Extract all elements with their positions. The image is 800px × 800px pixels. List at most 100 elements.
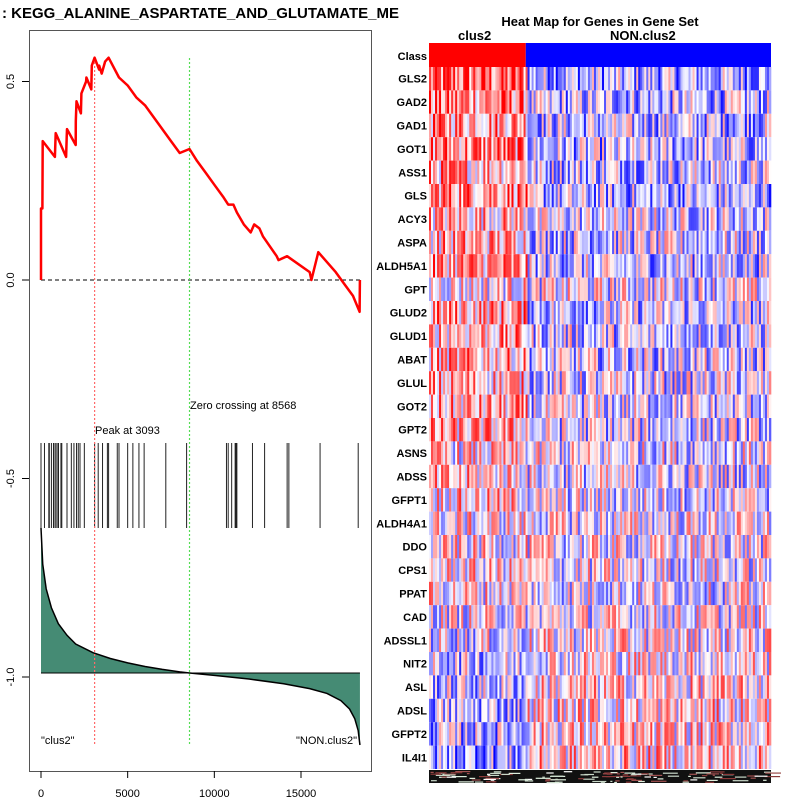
heatmap-cell bbox=[704, 675, 707, 699]
heatmap-cell bbox=[433, 558, 436, 582]
heatmap-cell bbox=[726, 581, 730, 606]
heatmap-cell bbox=[439, 371, 442, 395]
heatmap-cell bbox=[595, 324, 599, 348]
heatmap-cell bbox=[630, 254, 633, 278]
heatmap-cell bbox=[700, 628, 703, 652]
heatmap-cell bbox=[686, 254, 689, 278]
heatmap-cell bbox=[712, 441, 715, 465]
heatmap-cell bbox=[716, 558, 719, 582]
heatmap-cell bbox=[497, 371, 500, 395]
heatmap-cell bbox=[622, 535, 625, 559]
heatmap-cell bbox=[608, 137, 611, 161]
heatmap-cell bbox=[501, 301, 504, 325]
heatmap-cell bbox=[489, 441, 492, 465]
heatmap-cell bbox=[565, 558, 569, 582]
heatmap-cell bbox=[455, 137, 458, 161]
heatmap-cell bbox=[698, 698, 701, 723]
heatmap-cell bbox=[628, 347, 631, 372]
heatmap-cell bbox=[491, 301, 494, 325]
heatmap-cell bbox=[760, 113, 764, 138]
heatmap-cell bbox=[511, 581, 514, 606]
heatmap-cell bbox=[503, 605, 506, 629]
heatmap-cell bbox=[543, 301, 546, 325]
heatmap-cell bbox=[525, 324, 528, 348]
heatmap-cell bbox=[756, 441, 760, 465]
heatmap-cell bbox=[670, 675, 673, 699]
heatmap-cell bbox=[505, 137, 508, 161]
heatmap-cell bbox=[728, 67, 732, 91]
heatmap-cell bbox=[680, 207, 683, 231]
heatmap-cell bbox=[702, 301, 705, 325]
heatmap-cell bbox=[604, 394, 607, 418]
heatmap-cell bbox=[517, 371, 520, 395]
heatmap-cell bbox=[728, 535, 732, 559]
heatmap-cell bbox=[561, 628, 565, 652]
heatmap-cell bbox=[439, 230, 442, 255]
heatmap-cell bbox=[577, 535, 581, 559]
heatmap-cell bbox=[515, 137, 518, 161]
heatmap-cell bbox=[652, 605, 655, 629]
heatmap-cell bbox=[463, 581, 466, 606]
heatmap-cell bbox=[688, 137, 691, 161]
heatmap-cell bbox=[726, 464, 730, 489]
heatmap-cell bbox=[433, 605, 436, 629]
heatmap-row-label: ACY3 bbox=[398, 214, 427, 226]
heatmap-cell bbox=[688, 113, 691, 138]
heatmap-cell bbox=[483, 254, 486, 278]
heatmap-cell bbox=[533, 90, 536, 114]
heatmap-cell bbox=[678, 301, 681, 325]
heatmap-cell bbox=[541, 324, 544, 348]
heatmap-cell bbox=[678, 511, 681, 535]
heatmap-cell bbox=[455, 652, 458, 676]
heatmap-cell bbox=[475, 511, 478, 535]
heatmap-cell bbox=[694, 652, 697, 676]
heatmap-cell bbox=[680, 113, 683, 138]
heatmap-cell bbox=[563, 230, 567, 255]
heatmap-cell bbox=[471, 160, 474, 184]
heatmap-cell bbox=[672, 652, 675, 676]
heatmap-cell bbox=[754, 347, 758, 372]
heatmap-cell bbox=[704, 698, 707, 723]
heatmap-cell bbox=[636, 371, 639, 395]
heatmap-cell bbox=[521, 230, 524, 255]
heatmap-cell bbox=[569, 254, 573, 278]
heatmap-cell bbox=[465, 160, 468, 184]
heatmap-cell bbox=[595, 605, 599, 629]
heatmap-cell bbox=[636, 628, 639, 652]
heatmap-cell bbox=[750, 113, 754, 138]
heatmap-cell bbox=[676, 254, 679, 278]
heatmap-cell bbox=[565, 675, 569, 699]
heatmap-cell bbox=[630, 722, 633, 746]
heatmap-cell bbox=[509, 698, 512, 723]
heatmap-cell bbox=[505, 324, 508, 348]
heatmap-cell bbox=[632, 581, 635, 606]
heatmap-cell bbox=[726, 511, 730, 535]
heatmap-cell bbox=[684, 230, 687, 255]
heatmap-cell bbox=[451, 137, 454, 161]
heatmap-cell bbox=[557, 605, 561, 629]
heatmap-cell bbox=[457, 488, 460, 512]
heatmap-cell bbox=[511, 628, 514, 652]
heatmap-cell bbox=[740, 394, 744, 418]
heatmap-cell bbox=[646, 511, 649, 535]
heatmap-cell bbox=[477, 67, 480, 91]
heatmap-cell bbox=[491, 418, 494, 442]
heatmap-cell bbox=[736, 230, 740, 255]
heatmap-cell bbox=[511, 535, 514, 559]
heatmap-cell bbox=[573, 698, 577, 723]
heatmap-cell bbox=[591, 277, 595, 301]
heatmap-cell bbox=[513, 558, 516, 582]
heatmap-cell bbox=[686, 394, 689, 418]
heatmap-cell bbox=[547, 67, 550, 91]
heatmap-cell bbox=[545, 113, 548, 138]
heatmap-cell bbox=[680, 418, 683, 442]
heatmap-cell bbox=[686, 324, 689, 348]
heatmap-cell bbox=[485, 137, 488, 161]
heatmap-cell bbox=[429, 90, 432, 114]
heatmap-cell bbox=[676, 605, 679, 629]
heatmap-cell bbox=[439, 511, 442, 535]
heatmap-cell bbox=[602, 347, 605, 372]
heatmap-cell bbox=[559, 605, 563, 629]
heatmap-cell bbox=[591, 67, 595, 91]
heatmap-cell bbox=[545, 184, 548, 208]
